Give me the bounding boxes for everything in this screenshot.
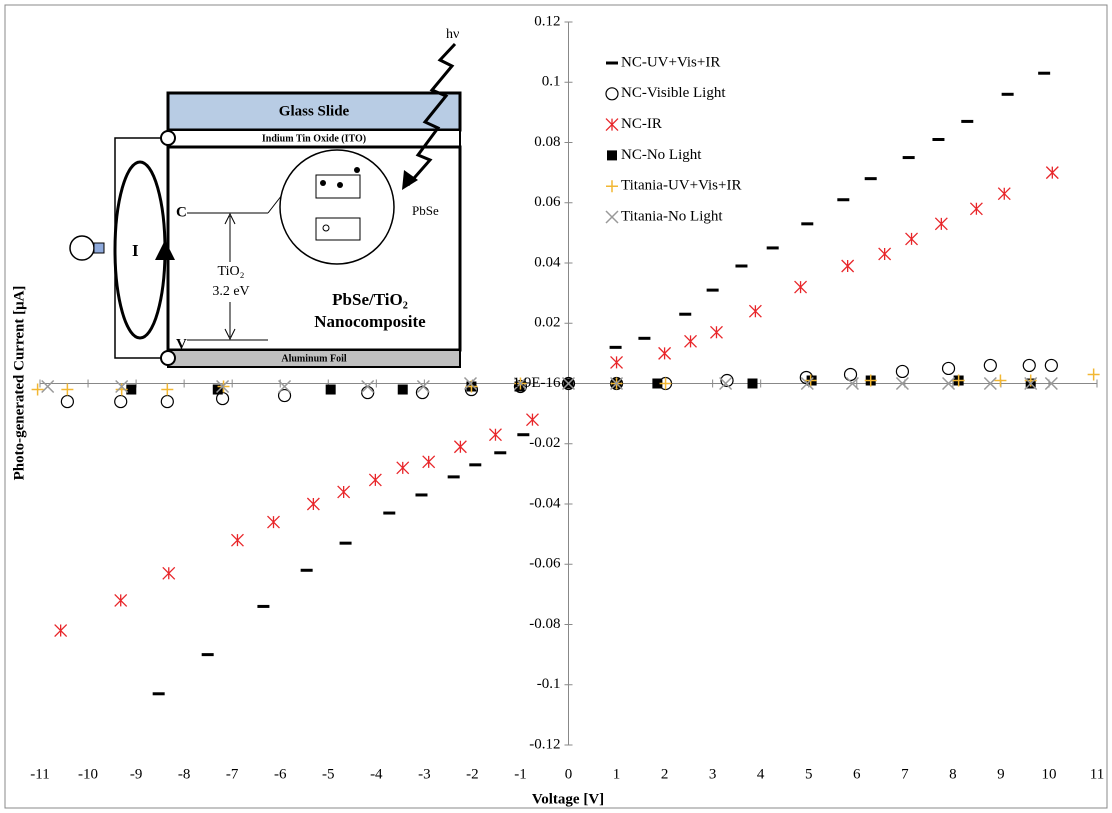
y-tick-label: 0.06 (534, 194, 561, 210)
legend-entry: NC-No Light (607, 147, 702, 163)
point (748, 379, 758, 389)
valence-label: V (176, 336, 187, 352)
legend-entry: Titania-UV+Vis+IR (606, 178, 741, 194)
point (984, 359, 996, 371)
legend-label: Titania-No Light (621, 208, 723, 224)
legend-marker (606, 88, 618, 100)
y-tick-label: 1.9E-16 (513, 375, 561, 391)
chart: Glass Slide Indium Tin Oxide (ITO) Alumi… (0, 0, 1112, 813)
x-tick-label: -9 (130, 766, 143, 782)
bulb (70, 236, 94, 260)
point (943, 362, 955, 374)
contact (161, 351, 175, 365)
x-tick-label: -1 (514, 766, 527, 782)
x-tick-label: 7 (901, 766, 909, 782)
x-tick-label: -7 (226, 766, 239, 782)
contact (161, 131, 175, 145)
point (115, 396, 127, 408)
legend-entry: Titania-No Light (606, 208, 723, 224)
magnifier (280, 150, 394, 264)
point (326, 385, 336, 395)
electron (320, 180, 326, 186)
x-tick-label: 9 (997, 766, 1005, 782)
x-tick-label: -3 (418, 766, 431, 782)
y-tick-label: -0.08 (529, 616, 560, 632)
point (896, 365, 908, 377)
x-tick-label: 5 (805, 766, 813, 782)
x-tick-label: -8 (178, 766, 191, 782)
ito-label: Indium Tin Oxide (ITO) (262, 133, 366, 144)
x-tick-label: 4 (757, 766, 765, 782)
current-label: I (132, 241, 139, 260)
x-tick-label: 1 (613, 766, 621, 782)
point (1045, 359, 1057, 371)
y-tick-label: 0.12 (534, 13, 560, 29)
x-tick-label: -10 (78, 766, 98, 782)
legend-label: NC-IR (621, 116, 662, 132)
point (362, 387, 374, 399)
x-tick-label: -11 (30, 766, 49, 782)
legend-entry: NC-Visible Light (606, 85, 726, 101)
legend-entry: NC-UV+Vis+IR (606, 54, 720, 70)
x-tick-label: -6 (274, 766, 287, 782)
x-tick-label: -4 (370, 766, 383, 782)
x-tick-label: 2 (661, 766, 669, 782)
x-axis-label: Voltage [V] (532, 791, 604, 807)
y-axis-label: Photo-generated Current [μA] (11, 286, 27, 481)
point (845, 368, 857, 380)
electron (354, 167, 360, 173)
point (161, 396, 173, 408)
x-tick-label: 0 (565, 766, 573, 782)
x-tick-label: 8 (949, 766, 957, 782)
foil-label: Aluminum Foil (281, 353, 347, 364)
y-tick-label: 0.1 (542, 74, 561, 90)
y-tick-label: 0.08 (534, 134, 560, 150)
conduction-label: C (176, 204, 187, 220)
legend-label: Titania-UV+Vis+IR (621, 178, 741, 194)
y-tick-label: -0.1 (537, 676, 561, 692)
point (1023, 359, 1035, 371)
glass-label: Glass Slide (279, 103, 350, 119)
legend-marker (607, 150, 617, 160)
y-tick-label: 0.04 (534, 254, 561, 270)
y-tick-label: -0.12 (529, 736, 560, 752)
point (61, 396, 73, 408)
x-tick-label: 10 (1041, 766, 1056, 782)
x-tick-label: 11 (1090, 766, 1104, 782)
bulb-base (94, 243, 104, 253)
composite-label: PbSe/TiO₂ (332, 290, 408, 309)
y-tick-label: 0.02 (534, 315, 560, 331)
tio2-label: TiO₂ (218, 264, 245, 279)
point (398, 385, 408, 395)
x-tick-label: -5 (322, 766, 335, 782)
x-tick-label: -2 (466, 766, 479, 782)
legend-label: NC-No Light (621, 147, 702, 163)
point (126, 385, 136, 395)
x-tick-label: 6 (853, 766, 861, 782)
y-tick-label: -0.02 (529, 435, 560, 451)
pbse-label: PbSe (412, 203, 439, 218)
x-tick-label: 3 (709, 766, 717, 782)
composite-label: Nanocomposite (314, 312, 426, 331)
legend-label: NC-Visible Light (621, 85, 726, 101)
y-tick-label: -0.04 (529, 495, 561, 511)
light-label: hν (446, 27, 459, 42)
y-tick-label: -0.06 (529, 556, 561, 572)
electron (337, 182, 343, 188)
gap-label: 3.2 eV (212, 284, 249, 299)
legend-label: NC-UV+Vis+IR (621, 54, 720, 70)
